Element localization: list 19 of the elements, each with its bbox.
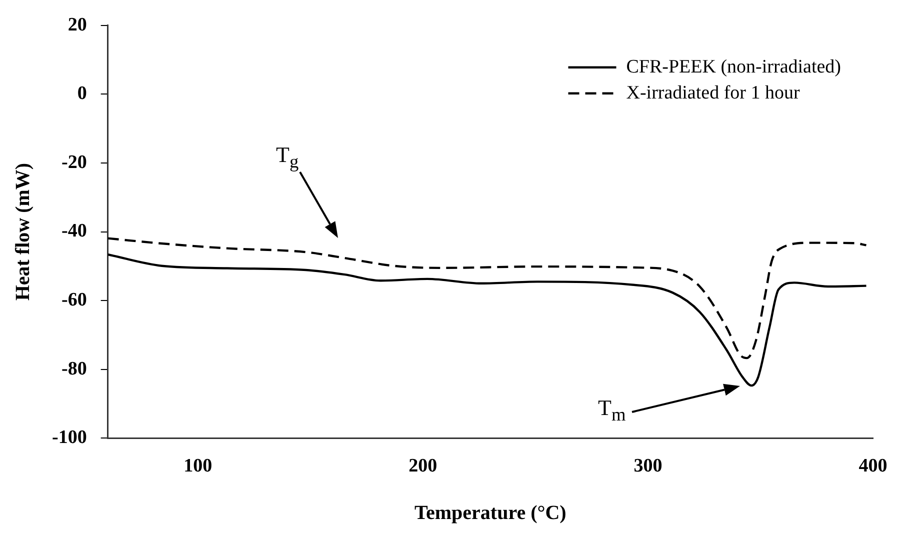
legend-label: CFR-PEEK (non-irradiated) xyxy=(626,56,842,78)
line-series xyxy=(108,237,868,360)
annotation: T$_{g}$ xyxy=(276,142,299,172)
y-tick-label: 20 xyxy=(68,14,87,36)
x-axis-title: Temperature (°C) xyxy=(414,502,566,524)
x-tick-label: 400 xyxy=(858,456,888,477)
annotation: T$_{m}$ xyxy=(598,395,626,424)
y-tick-label: -60 xyxy=(62,290,87,311)
y-tick-label: -20 xyxy=(62,152,87,173)
y-tick-label: -80 xyxy=(62,358,87,380)
y-axis-title: Heat flow (mW) xyxy=(12,162,34,301)
y-tick-label: -40 xyxy=(62,220,87,242)
legend-label: X-irradiated for 1 hour xyxy=(626,82,800,104)
x-tick-label: 100 xyxy=(184,456,212,477)
y-tick-label: -100 xyxy=(52,427,87,448)
x-tick-label: 300 xyxy=(634,456,662,477)
line-series xyxy=(108,253,868,387)
x-tick-label: 200 xyxy=(408,456,438,477)
y-tick-label: 0 xyxy=(77,83,87,104)
